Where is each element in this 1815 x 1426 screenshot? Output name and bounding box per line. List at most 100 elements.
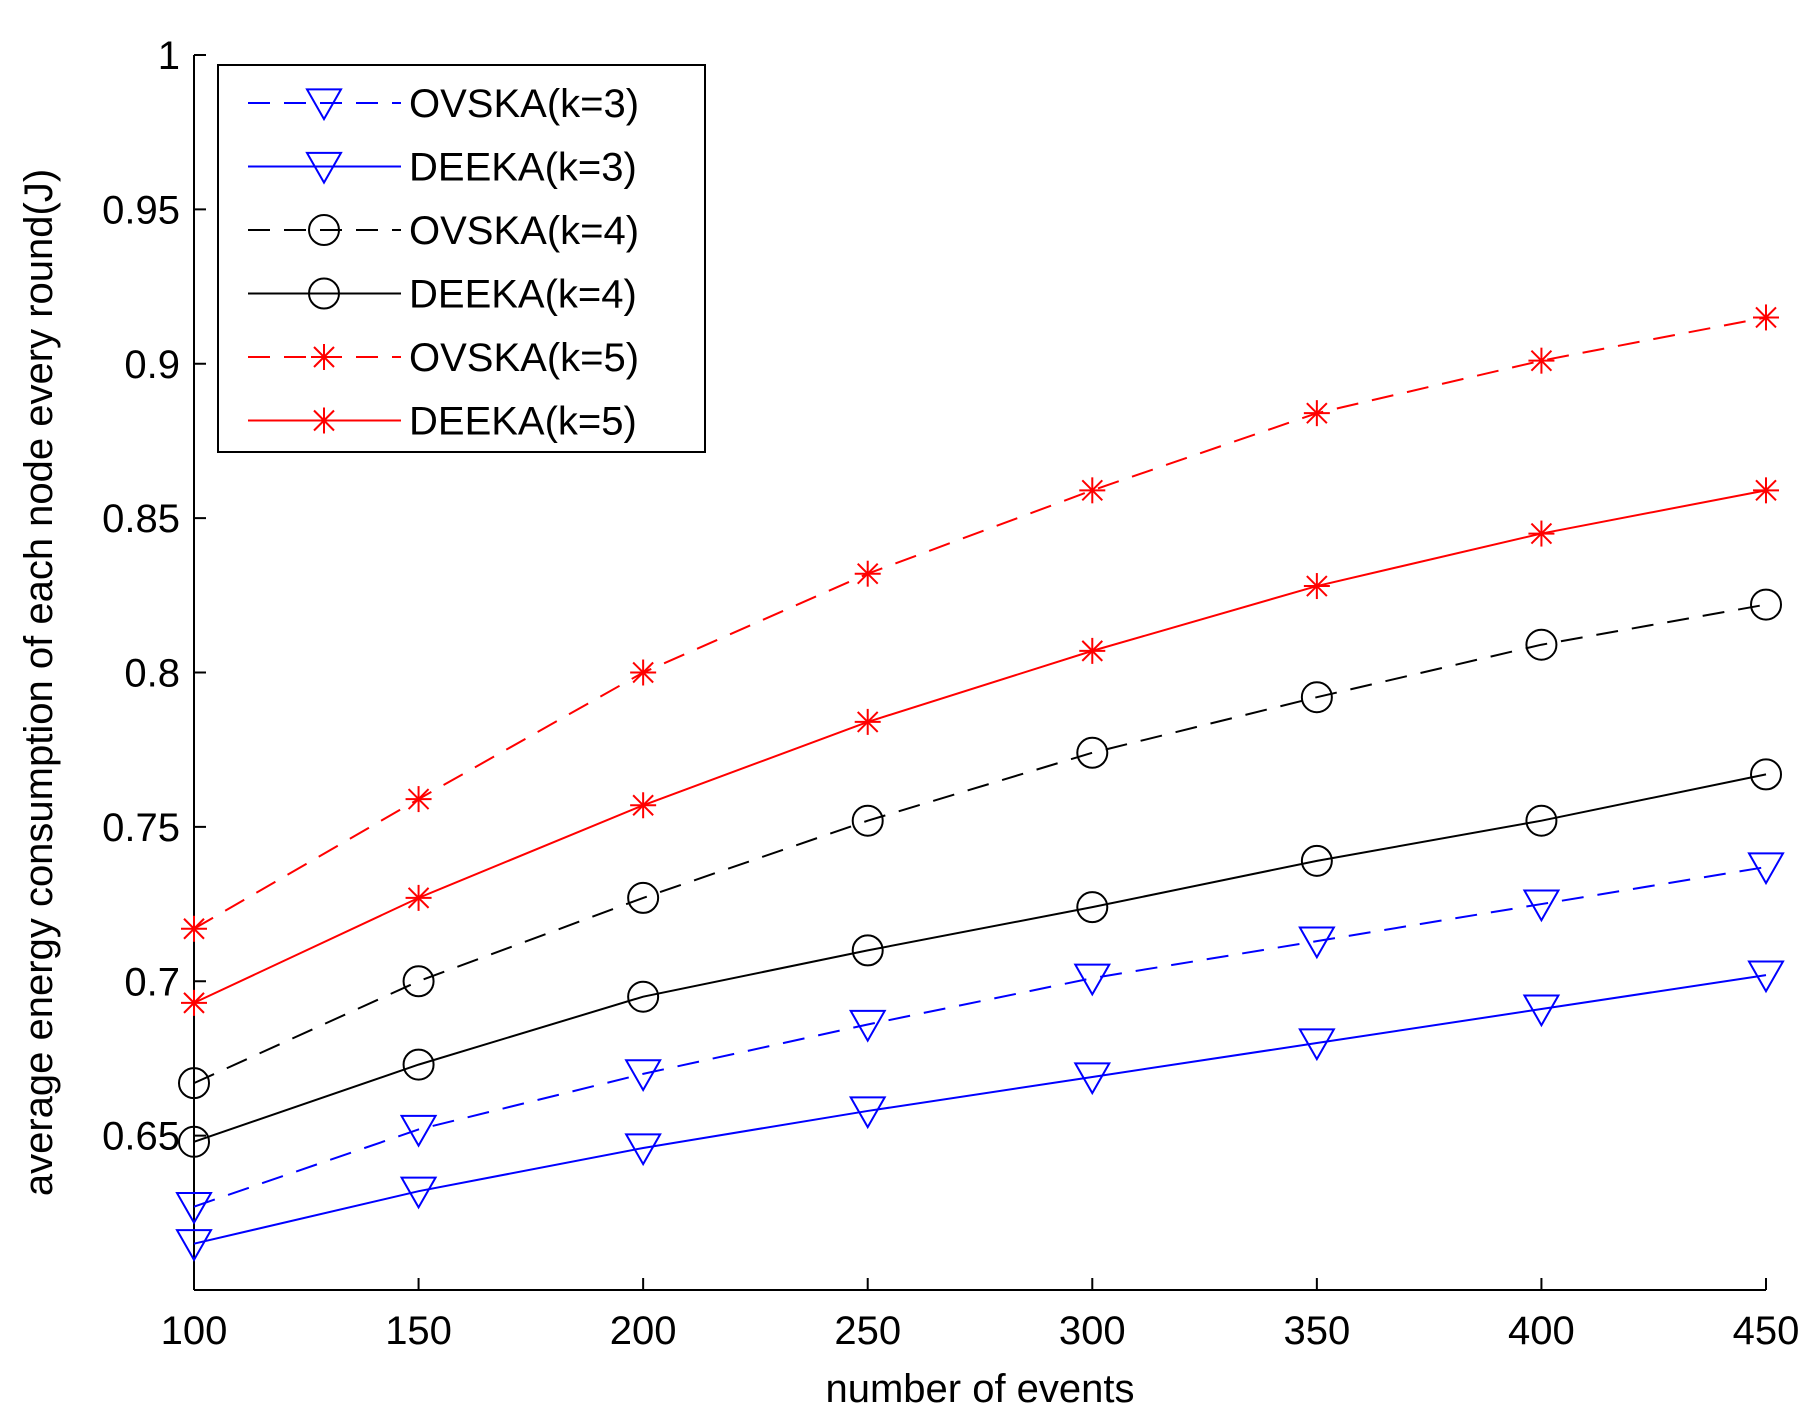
star-stroke <box>1530 349 1553 372</box>
x-tick-label: 350 <box>1283 1309 1350 1353</box>
legend: OVSKA(k=3) DEEKA(k=3) OVSKA(k=4) DEEKA(k=4)… <box>217 64 706 453</box>
data-point-deeka-k-5 <box>1303 573 1330 600</box>
data-point-deeka-k-5 <box>854 708 881 735</box>
data-point-deeka-k-4 <box>402 1048 435 1081</box>
data-point-ovska-k-4 <box>851 804 884 837</box>
star-stroke <box>1755 479 1777 502</box>
data-point-ovska-k-3 <box>1747 852 1785 886</box>
x-tick-label: 150 <box>385 1309 452 1353</box>
data-point-deeka-k-3 <box>848 1096 887 1130</box>
legend-item: DEEKA(k=4) <box>248 273 637 317</box>
data-point-ovska-k-4 <box>1300 681 1333 714</box>
data-point-deeka-k-4 <box>851 934 884 967</box>
legend-label: OVSKA(k=4) <box>409 209 639 253</box>
y-tick-label: 0.8 <box>124 652 180 696</box>
series-line-ovska-k-3 <box>193 866 1767 1208</box>
legend-label: DEEKA(k=3) <box>409 146 637 190</box>
x-tick-label: 300 <box>1059 1309 1126 1353</box>
series-deeka-k-3 <box>175 960 1785 1262</box>
y-tick-label: 1 <box>158 34 180 78</box>
data-point-deeka-k-4 <box>1525 804 1558 837</box>
star-stroke <box>313 409 335 432</box>
star-stroke <box>1755 306 1777 329</box>
data-point-deeka-k-5 <box>1528 520 1555 547</box>
star-stroke <box>632 661 654 684</box>
data-point-ovska-k-4 <box>402 965 435 998</box>
y-tick-label: 0.85 <box>102 497 180 541</box>
star-stroke <box>183 918 205 940</box>
series-line-deeka-k-5 <box>193 489 1767 1004</box>
star-stroke <box>313 346 335 368</box>
data-point-ovska-k-4 <box>1525 628 1558 661</box>
star-stroke <box>407 788 430 810</box>
star-stroke <box>1306 575 1328 597</box>
series-line-ovska-k-5 <box>193 316 1767 930</box>
series-line-deeka-k-4 <box>193 773 1767 1143</box>
x-tick-label: 100 <box>161 1309 228 1353</box>
star-stroke <box>1081 640 1103 662</box>
x-tick-label: 250 <box>834 1309 901 1353</box>
legend-label: OVSKA(k=5) <box>409 336 639 380</box>
data-point-deeka-k-5 <box>1079 637 1106 664</box>
data-point-ovska-k-3 <box>624 1059 662 1093</box>
data-point-ovska-k-5 <box>854 560 881 587</box>
data-point-ovska-k-4 <box>1750 588 1782 621</box>
data-point-deeka-k-3 <box>399 1176 438 1210</box>
star-stroke <box>1081 479 1103 502</box>
data-point-deeka-k-3 <box>1747 960 1785 994</box>
series-line-ovska-k-4 <box>193 603 1767 1085</box>
star-stroke <box>857 562 879 585</box>
y-tick-label: 0.95 <box>102 188 180 232</box>
data-point-ovska-k-5 <box>630 659 657 686</box>
star-stroke <box>407 887 430 909</box>
series-deeka-k-5 <box>181 477 1779 1016</box>
legend-item: OVSKA(k=3) <box>248 82 639 126</box>
legend-marker <box>305 151 343 185</box>
series-ovska-k-3 <box>175 852 1785 1225</box>
data-point-deeka-k-4 <box>627 980 660 1013</box>
data-point-deeka-k-3 <box>1522 994 1561 1028</box>
x-axis-label: number of events <box>825 1367 1134 1411</box>
data-point-ovska-k-4 <box>1076 736 1109 769</box>
y-tick-label: 0.75 <box>102 806 180 850</box>
data-point-ovska-k-3 <box>1522 889 1561 923</box>
series-line-deeka-k-3 <box>193 974 1767 1245</box>
star-stroke <box>1306 402 1328 424</box>
data-point-deeka-k-5 <box>630 792 657 819</box>
data-point-deeka-k-4 <box>1750 758 1782 791</box>
data-point-ovska-k-5 <box>405 786 432 813</box>
legend-marker <box>311 344 337 370</box>
y-tick-label: 0.65 <box>102 1115 180 1159</box>
data-point-deeka-k-5 <box>1753 477 1779 504</box>
legend-box <box>217 64 706 453</box>
legend-item: OVSKA(k=5) <box>248 336 639 380</box>
legend-label: OVSKA(k=3) <box>409 82 639 126</box>
legend-item: DEEKA(k=3) <box>248 146 637 190</box>
star-stroke <box>632 794 654 816</box>
series-layer <box>175 304 1785 1262</box>
data-point-deeka-k-5 <box>181 989 207 1016</box>
legend-item: DEEKA(k=5) <box>248 400 637 444</box>
y-axis-label: average energy consumption of each node … <box>17 169 61 1196</box>
data-point-deeka-k-3 <box>624 1133 662 1167</box>
y-tick-label: 0.7 <box>124 960 180 1004</box>
data-point-ovska-k-4 <box>178 1067 210 1100</box>
data-point-deeka-k-3 <box>175 1229 213 1262</box>
data-point-ovska-k-3 <box>399 1114 438 1148</box>
series-deeka-k-4 <box>178 758 1782 1158</box>
data-point-deeka-k-4 <box>1300 844 1333 877</box>
legend-marker <box>308 214 340 246</box>
legend-label: DEEKA(k=4) <box>409 273 637 317</box>
data-point-ovska-k-3 <box>1073 963 1112 997</box>
series-ovska-k-4 <box>178 588 1782 1100</box>
data-point-ovska-k-5 <box>1753 304 1779 331</box>
data-point-ovska-k-5 <box>1528 347 1555 374</box>
series-ovska-k-5 <box>181 304 1779 942</box>
x-tick-label: 400 <box>1508 1309 1575 1353</box>
star-stroke <box>183 992 205 1014</box>
data-point-deeka-k-3 <box>1073 1062 1112 1096</box>
data-point-deeka-k-4 <box>1076 891 1109 924</box>
data-point-deeka-k-5 <box>405 884 432 911</box>
legend-label: DEEKA(k=5) <box>409 400 637 444</box>
